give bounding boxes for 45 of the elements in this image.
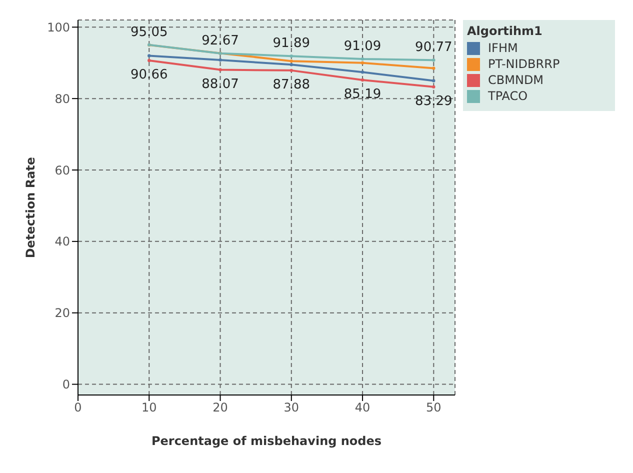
point bbox=[148, 58, 151, 62]
legend-label: TPACO bbox=[487, 89, 529, 103]
point bbox=[432, 66, 436, 70]
point bbox=[290, 59, 293, 63]
data-label: 90.77 bbox=[415, 40, 452, 56]
point bbox=[360, 70, 364, 74]
x-tick-label: 30 bbox=[284, 400, 300, 415]
data-label: 83.29 bbox=[415, 94, 452, 109]
legend-label: PT-NIDBRRP bbox=[487, 57, 561, 71]
y-tick-label: 60 bbox=[54, 163, 70, 178]
point bbox=[290, 68, 293, 72]
x-tick-label: 0 bbox=[74, 400, 82, 415]
point bbox=[148, 54, 151, 58]
point bbox=[432, 85, 436, 88]
point bbox=[360, 78, 364, 82]
y-tick-label: 100 bbox=[47, 20, 70, 34]
x-tick-label: 10 bbox=[141, 400, 157, 415]
y-tick-label: 20 bbox=[54, 306, 70, 320]
point bbox=[218, 68, 222, 72]
y-tick-label: 80 bbox=[54, 92, 70, 106]
point bbox=[360, 61, 364, 64]
data-label: 85.19 bbox=[344, 87, 382, 102]
data-label: 91.89 bbox=[272, 36, 310, 52]
data-label: 95.05 bbox=[130, 24, 168, 40]
point bbox=[360, 57, 364, 61]
x-tick-label: 50 bbox=[426, 400, 442, 415]
point bbox=[218, 58, 222, 62]
y-tick-label: 0 bbox=[62, 378, 70, 392]
point bbox=[432, 79, 436, 82]
data-label: 90.66 bbox=[130, 68, 168, 82]
legend-title: Algortihm1 bbox=[467, 24, 544, 38]
legend-label: CBMNDM bbox=[487, 73, 545, 87]
data-label: 88.07 bbox=[202, 76, 239, 92]
legend-label: IFHM bbox=[487, 41, 519, 55]
x-tick-label: 20 bbox=[212, 400, 228, 415]
x-tick-label: 40 bbox=[354, 400, 370, 415]
point bbox=[432, 58, 436, 62]
y-tick-label: 40 bbox=[54, 234, 70, 249]
y-axis-title: Detection Rate bbox=[23, 156, 38, 258]
point bbox=[290, 63, 293, 66]
point bbox=[290, 54, 293, 58]
x-axis-title: Percentage of misbehaving nodes bbox=[151, 434, 382, 448]
data-label: 91.09 bbox=[344, 38, 382, 54]
data-label: 87.88 bbox=[272, 77, 310, 92]
data-label: 92.67 bbox=[202, 33, 239, 48]
